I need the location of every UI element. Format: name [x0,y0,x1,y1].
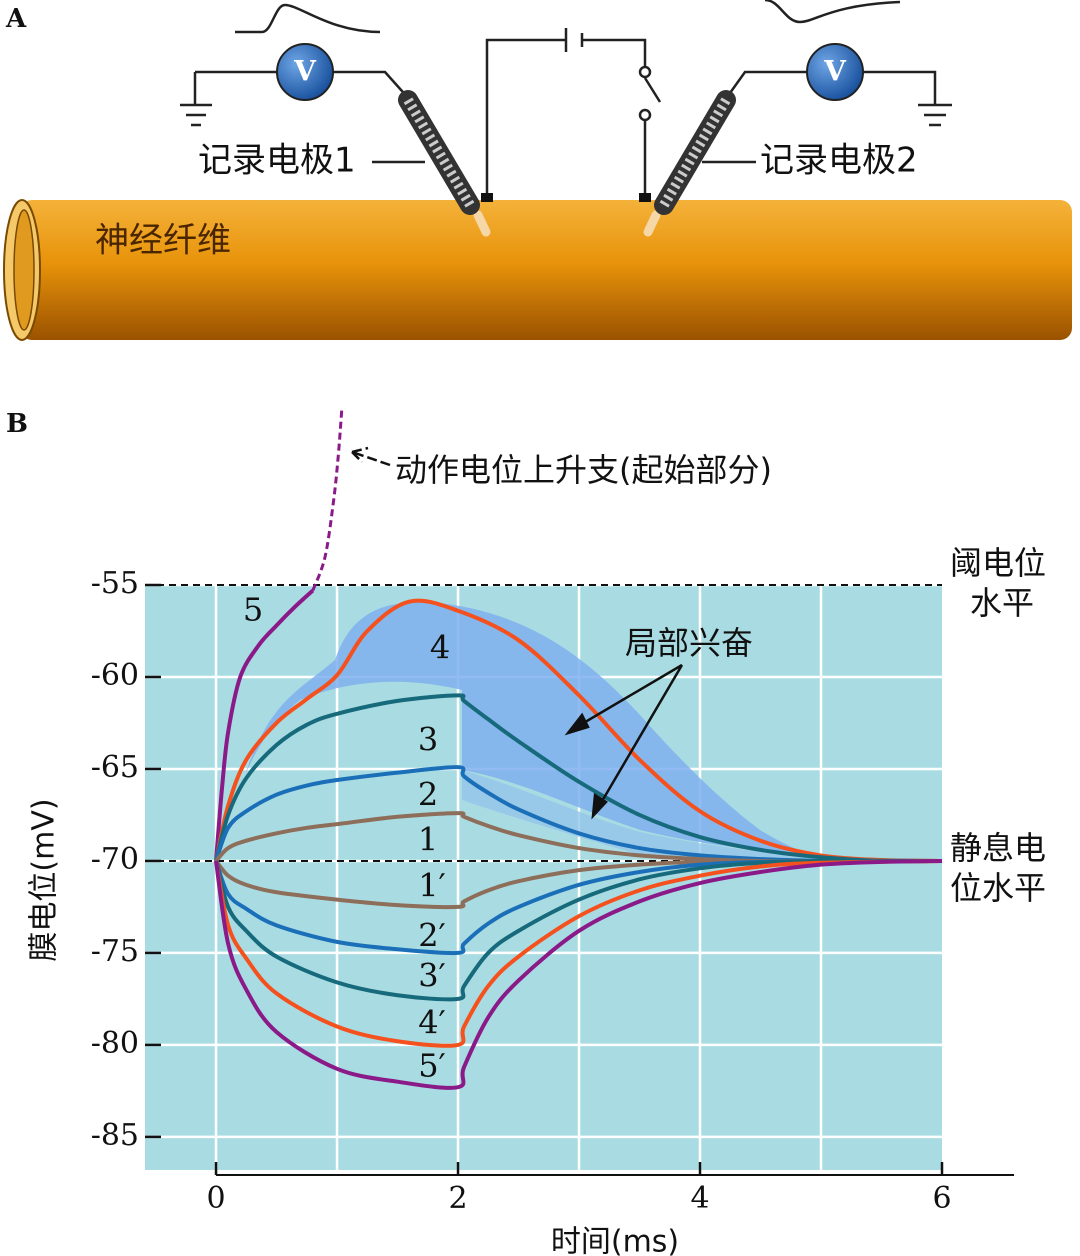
x-tick-label: 6 [932,1181,951,1216]
voltmeter [276,43,334,101]
series-line [214,598,943,863]
panel-label: A [5,4,27,34]
series-label: 5′ [418,1047,446,1085]
x-tick-label: 2 [448,1181,467,1216]
annotation: 动作电位上升支(起始部分) [395,451,772,489]
series-line [214,693,943,864]
series-label: 5 [243,591,263,629]
nerve-fiber [20,200,1072,340]
stim-electrode [639,193,651,202]
y-axis-label: 膜电位(mV) [27,798,62,961]
series-label: 4′ [418,1004,446,1042]
series-label: 1′ [418,867,446,905]
reference-label: 静息电 [950,829,1046,867]
x-axis-label: 时间(ms) [551,1225,679,1256]
series-label: 2′ [418,917,446,955]
series-label: 2 [418,776,438,814]
annotation: 局部兴奋 [625,624,753,662]
series-line [214,589,315,862]
reference-label: 阈电位 [950,544,1046,582]
local-excitation-area [245,601,830,860]
y-tick-label: -70 [91,842,139,877]
plot: -55 -60 -65 -70 -75 -80 -85 0 2 4 6 时间(ms) 膜电位(mV) 阈电… [27,408,1046,1256]
fiber-label: 神经纤维 [95,221,231,261]
y-tick-label: -60 [91,658,139,693]
series-line [214,858,943,1002]
panel-label: B [6,409,28,439]
stim-electrode [481,193,493,202]
y-tick-label: -55 [91,566,139,601]
panel-a: A 神经纤维 V V 记录电 [3,0,1072,341]
reference-label: 水平 [970,584,1034,622]
circuit [180,0,952,196]
x-tick-label: 0 [206,1181,225,1216]
recording-electrode [643,90,736,237]
y-tick-label: -75 [91,934,139,969]
voltmeter [806,43,864,101]
recording-electrode [398,90,491,237]
arrow [564,663,684,820]
electrode-label: 记录电极2 [760,141,918,181]
arrow [351,446,391,467]
y-tick-label: -80 [91,1026,139,1061]
y-tick-label: -85 [91,1118,139,1153]
y-tick-label: -65 [91,750,139,785]
series-label: 3′ [418,957,446,995]
electrode-label: 记录电极1 [198,141,356,181]
series-label: 1 [418,821,438,859]
series-line [214,858,943,1090]
voltmeter-label: V [293,55,317,88]
series-line [214,858,943,910]
x-tick-label: 4 [690,1181,709,1216]
series-label: 4 [430,629,450,667]
fiber-lumen [13,209,35,331]
series-line [311,408,344,592]
reference-label: 位水平 [950,869,1046,907]
series-line [214,858,943,1048]
voltmeter-label: V [823,55,847,88]
series-label: 3 [418,721,438,759]
